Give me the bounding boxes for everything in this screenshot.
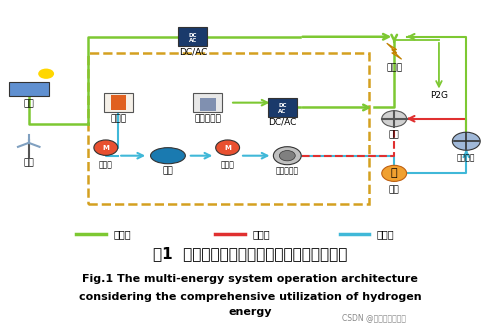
FancyBboxPatch shape (200, 98, 204, 111)
Text: 光伏: 光伏 (24, 99, 34, 109)
FancyBboxPatch shape (111, 96, 116, 111)
Text: DC/AC: DC/AC (178, 47, 207, 56)
Text: 图1  考虑氢能综合利用的多能源系统运行架构: 图1 考虑氢能综合利用的多能源系统运行架构 (153, 246, 347, 261)
Text: DC: DC (278, 103, 286, 108)
Text: 电力流: 电力流 (114, 229, 131, 240)
Text: 风电: 风电 (24, 158, 34, 167)
Text: 燃气轮机: 燃气轮机 (457, 153, 475, 162)
Polygon shape (386, 43, 402, 59)
Text: DC: DC (188, 32, 197, 38)
Ellipse shape (150, 148, 186, 164)
FancyBboxPatch shape (178, 27, 207, 46)
Circle shape (382, 111, 406, 127)
Circle shape (452, 132, 480, 150)
Text: 储氢: 储氢 (162, 166, 173, 175)
FancyBboxPatch shape (120, 96, 126, 111)
Circle shape (274, 147, 301, 165)
Text: considering the comprehensive utilization of hydrogen: considering the comprehensive utilizatio… (78, 292, 422, 302)
Text: 甲烷反应器: 甲烷反应器 (276, 166, 299, 175)
Text: 热力流: 热力流 (252, 229, 270, 240)
Text: 气网: 气网 (389, 185, 400, 194)
FancyBboxPatch shape (104, 93, 132, 112)
Text: CSDN @电网论文源程序: CSDN @电网论文源程序 (342, 314, 406, 322)
FancyBboxPatch shape (204, 98, 208, 111)
Text: M: M (102, 145, 109, 151)
Text: 电力网: 电力网 (386, 64, 402, 73)
FancyBboxPatch shape (208, 98, 212, 111)
Text: 电解槽: 电解槽 (110, 114, 126, 124)
Text: AC: AC (188, 38, 197, 43)
Text: 压缩机: 压缩机 (99, 160, 112, 169)
Text: M: M (224, 145, 231, 151)
Circle shape (216, 140, 240, 155)
Circle shape (94, 140, 118, 155)
Text: Fig.1 The multi-energy system operation architecture: Fig.1 The multi-energy system operation … (82, 275, 418, 284)
FancyBboxPatch shape (116, 96, 120, 111)
Text: DC/AC: DC/AC (268, 118, 296, 127)
Circle shape (38, 69, 54, 79)
Text: AC: AC (278, 109, 286, 114)
FancyBboxPatch shape (268, 98, 296, 117)
Text: 压缩机: 压缩机 (220, 160, 234, 169)
Text: 氢燃料电池: 氢燃料电池 (194, 114, 221, 124)
Text: 🔥: 🔥 (391, 168, 398, 178)
Text: P2G: P2G (430, 91, 448, 100)
Text: energy: energy (228, 307, 272, 317)
FancyBboxPatch shape (194, 93, 222, 112)
Text: 气能流: 气能流 (377, 229, 394, 240)
Circle shape (382, 165, 406, 181)
FancyBboxPatch shape (9, 82, 48, 96)
Text: 热网: 热网 (389, 131, 400, 140)
Circle shape (280, 150, 295, 161)
FancyBboxPatch shape (212, 98, 216, 111)
